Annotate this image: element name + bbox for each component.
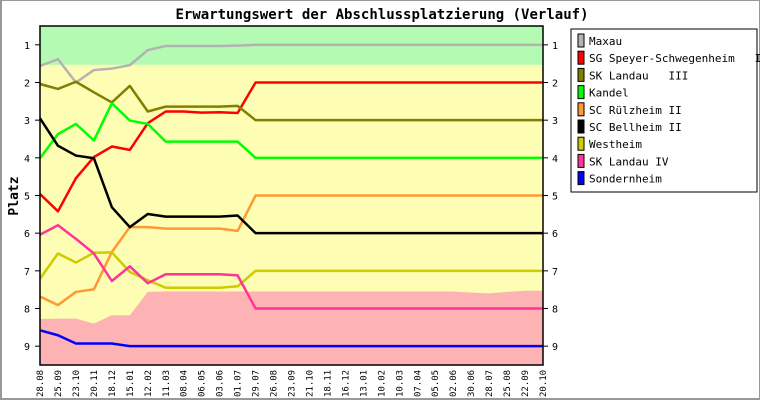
x-tick-label: 01.07 <box>234 370 244 397</box>
x-tick-label: 25.08 <box>503 370 513 397</box>
legend-swatch <box>577 50 585 65</box>
series-line-7 <box>39 224 543 310</box>
legend-swatch <box>577 33 585 48</box>
legend-swatch <box>577 153 585 168</box>
y-tick-label: 1 <box>24 41 30 52</box>
y-tick-label-right: 3 <box>552 116 558 127</box>
legend-swatch <box>577 136 585 151</box>
y-tick-label: 3 <box>24 116 30 127</box>
x-tick-label: 18.11 <box>323 370 333 397</box>
series-lines <box>38 43 543 348</box>
legend-label: SG Speyer-Schwegenheim IV <box>589 52 760 65</box>
legend-swatch <box>577 102 585 117</box>
x-tick-label: 29.07 <box>252 370 262 397</box>
x-tick-label: 22.09 <box>521 370 531 397</box>
legend-swatch <box>577 171 585 186</box>
series-line-6 <box>38 251 543 290</box>
legend-box <box>570 28 758 193</box>
x-tick-label: 08.04 <box>180 370 190 397</box>
y-tick-label-right: 8 <box>552 305 558 316</box>
series-line-0 <box>39 43 543 84</box>
x-tick-label: 03.06 <box>216 370 226 397</box>
y-tick-label: 8 <box>24 305 30 316</box>
y-tick-label: 5 <box>24 192 30 203</box>
series-line-8 <box>39 329 543 348</box>
y-axis-label: Platz <box>7 176 22 215</box>
legend-label: SK Landau III <box>589 69 688 82</box>
legend-label: SC Rülzheim II <box>589 104 682 117</box>
legend: Maxau SG Speyer-Schwegenheim IV SK Landau … <box>577 33 760 186</box>
x-axis-ticks: 28.08 25.09 23.10 20.11 18.12 15.01 12.02 11.03… <box>36 370 549 397</box>
legend-label: SC Bellheim II <box>589 121 682 134</box>
x-tick-label: 28.08 <box>36 370 46 397</box>
legend-label: Sondernheim <box>589 173 662 186</box>
y-tick-label-right: 4 <box>552 154 558 165</box>
x-tick-label: 25.09 <box>54 370 64 397</box>
legend-label: Kandel <box>589 87 629 100</box>
series-line-3 <box>38 101 543 160</box>
x-tick-label: 13.01 <box>359 370 369 397</box>
y-tick-label-right: 1 <box>552 41 558 52</box>
series-line-4 <box>39 194 543 307</box>
x-tick-label: 10.03 <box>395 370 405 397</box>
series-line-1 <box>39 81 543 213</box>
x-tick-label: 28.07 <box>485 370 495 397</box>
y-tick-label-right: 7 <box>552 267 558 278</box>
x-tick-label: 06.05 <box>198 370 208 397</box>
y-tick-label: 6 <box>24 229 30 240</box>
x-tick-label: 20.11 <box>90 370 100 397</box>
x-tick-label: 30.06 <box>467 370 477 397</box>
legend-swatch <box>577 67 585 82</box>
legend-label: Westheim <box>589 138 642 151</box>
y-tick-label: 9 <box>24 342 30 353</box>
x-tick-label: 10.02 <box>377 370 387 397</box>
x-tick-label: 26.08 <box>270 370 280 397</box>
x-tick-label: 12.02 <box>144 370 154 397</box>
y-tick-label: 4 <box>24 154 30 165</box>
y-axis-ticks: 1 1 2 2 3 3 4 4 5 5 6 6 7 7 8 8 9 9 <box>24 41 558 353</box>
x-tick-label: 21.10 <box>305 370 315 397</box>
y-tick-label-right: 6 <box>552 229 558 240</box>
series-line-2 <box>39 80 543 122</box>
x-tick-label: 11.03 <box>162 370 172 397</box>
x-tick-label: 07.04 <box>413 370 423 397</box>
x-tick-label: 15.01 <box>126 370 136 397</box>
y-tick-label-right: 5 <box>552 192 558 203</box>
x-tick-label: 02.06 <box>449 370 459 397</box>
x-tick-label: 16.12 <box>341 370 351 397</box>
legend-label: Maxau <box>589 35 622 48</box>
x-tick-label: 23.09 <box>288 370 298 397</box>
y-tick-label: 7 <box>24 267 30 278</box>
x-tick-label: 05.05 <box>431 370 441 397</box>
y-tick-label-right: 2 <box>552 79 558 90</box>
legend-swatch <box>577 119 585 134</box>
chart-title: Erwartungswert der Abschlussplatzierung … <box>175 7 588 23</box>
legend-swatch <box>577 85 585 100</box>
series-line-5 <box>38 117 543 235</box>
legend-label: SK Landau IV <box>589 155 669 168</box>
x-tick-label: 18.12 <box>108 370 118 397</box>
y-tick-label-right: 9 <box>552 342 558 353</box>
x-tick-label: 20.10 <box>539 370 549 397</box>
x-tick-label: 23.10 <box>72 370 82 397</box>
y-tick-label: 2 <box>24 79 30 90</box>
